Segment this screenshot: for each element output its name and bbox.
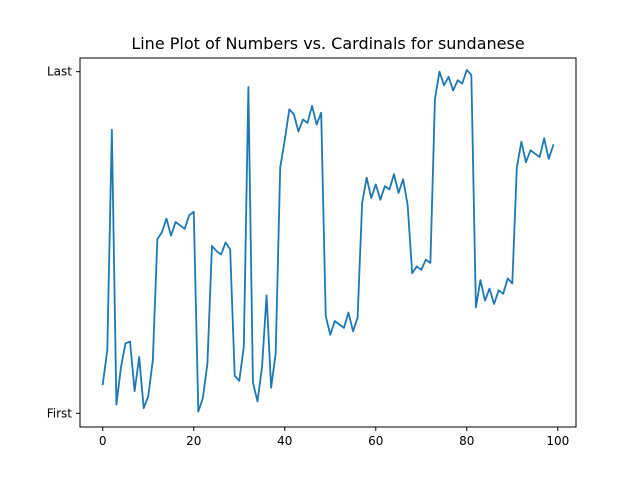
x-tick-label: 100 bbox=[546, 434, 569, 448]
series-line-0 bbox=[101, 69, 555, 413]
chart-title: Line Plot of Numbers vs. Cardinals for s… bbox=[131, 34, 524, 53]
series-layer bbox=[101, 69, 555, 413]
x-tick-label: 80 bbox=[459, 434, 474, 448]
x-axis: 0 20 40 60 80 100 bbox=[99, 427, 569, 448]
y-tick-label: Last bbox=[47, 65, 72, 79]
plot-frame bbox=[79, 57, 577, 428]
y-axis: First Last bbox=[47, 65, 80, 420]
x-tick-label: 0 bbox=[99, 434, 107, 448]
x-tick-label: 60 bbox=[368, 434, 383, 448]
x-tick-label: 20 bbox=[186, 434, 201, 448]
x-tick-label: 40 bbox=[277, 434, 292, 448]
y-tick-label: First bbox=[47, 406, 73, 420]
